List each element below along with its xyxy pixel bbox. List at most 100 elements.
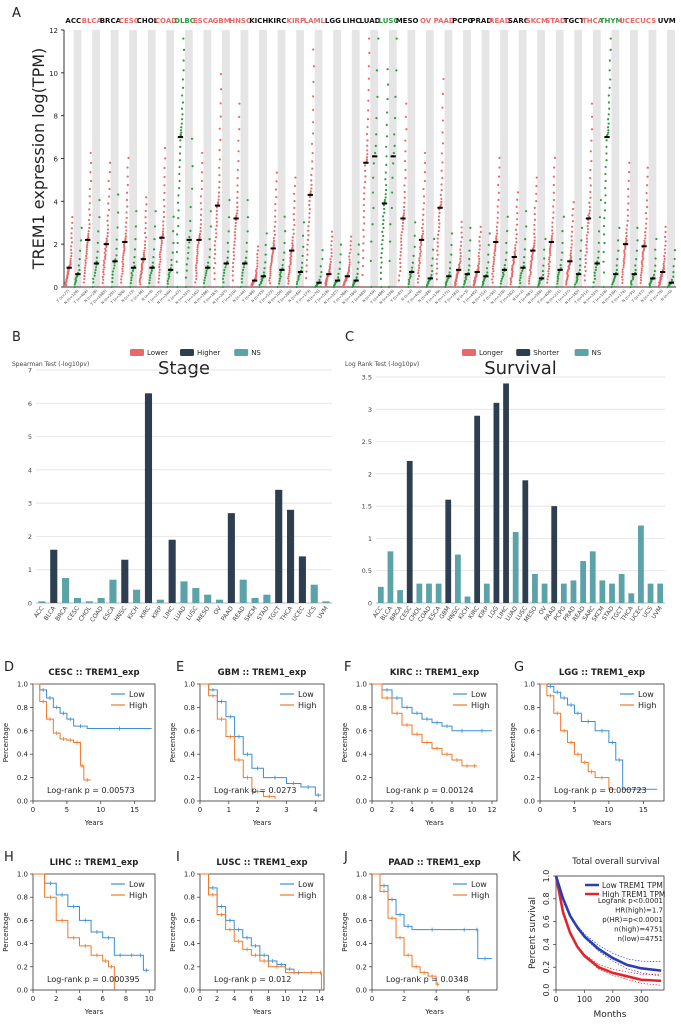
c-bar <box>638 525 644 603</box>
a-point <box>178 186 181 190</box>
a-point <box>604 201 607 204</box>
normal-band <box>426 30 434 287</box>
i-title: LUSC :: TREM1_exp <box>216 858 307 868</box>
a-point <box>107 208 111 211</box>
a-point <box>301 254 304 257</box>
a-cancer-label: LGG <box>325 17 341 25</box>
a-point <box>570 239 573 242</box>
a-point <box>440 169 443 172</box>
a-point <box>108 171 111 174</box>
a-point <box>133 248 137 251</box>
a-point <box>329 258 332 261</box>
c-y-tick-label: 0.5 <box>362 567 372 575</box>
a-point <box>148 282 151 285</box>
a-point <box>199 230 202 233</box>
a-point <box>172 215 175 218</box>
a-point <box>555 285 558 289</box>
b-y-tick-label: 0 <box>28 600 32 608</box>
a-point <box>603 241 606 245</box>
a-point <box>182 48 186 52</box>
a-point <box>362 203 365 207</box>
a-point <box>420 243 423 247</box>
a-point <box>149 274 152 277</box>
j-logrank: Log-rank p = 0.0348 <box>386 975 468 984</box>
b-legend-label: Higher <box>197 349 220 357</box>
a-point <box>348 263 351 266</box>
h-x-tick-label: 6 <box>100 995 105 1003</box>
f-low-line <box>372 683 492 732</box>
a-point <box>318 278 321 281</box>
a-point <box>525 225 528 228</box>
a-point <box>269 268 272 271</box>
a-point <box>232 265 235 268</box>
a-point <box>480 285 483 289</box>
a-point <box>305 285 308 289</box>
a-point <box>528 275 531 278</box>
a-point <box>82 281 85 284</box>
a-point <box>307 234 310 237</box>
a-point <box>548 265 551 268</box>
a-point <box>468 258 471 261</box>
a-point <box>125 191 129 194</box>
a-point <box>193 285 196 289</box>
j-high-line <box>372 873 440 985</box>
a-point <box>672 271 675 274</box>
a-point <box>233 234 237 237</box>
a-point <box>385 163 388 166</box>
a-point <box>640 271 643 274</box>
a-point <box>268 276 271 280</box>
a-point <box>106 214 109 217</box>
a-point <box>459 251 462 255</box>
a-point <box>222 281 225 284</box>
a-point <box>543 257 546 260</box>
a-cancer-label: UCS <box>640 17 656 25</box>
a-point <box>403 184 406 187</box>
a-point <box>627 179 630 182</box>
g-low-line <box>540 683 658 790</box>
g-title: LGG :: TREM1_exp <box>559 668 645 678</box>
a-point <box>565 281 568 284</box>
a-point <box>83 272 86 275</box>
a-point <box>392 151 395 155</box>
a-point <box>105 239 109 242</box>
a-point <box>163 184 166 187</box>
i-y-tick-label: 0.2 <box>184 963 195 971</box>
normal-band <box>574 30 583 287</box>
a-point <box>292 228 295 231</box>
a-point <box>400 244 403 247</box>
a-point <box>275 171 278 174</box>
h-x-tick-label: 10 <box>145 995 154 1003</box>
a-point <box>673 249 677 252</box>
g-y-tick-label: 0.2 <box>524 774 535 782</box>
a-point <box>177 209 180 212</box>
a-point <box>487 261 490 264</box>
a-point <box>548 249 552 253</box>
a-point <box>309 190 312 193</box>
a-point <box>412 254 415 257</box>
a-y-label: TREM1 expression log(TPM) <box>29 48 48 271</box>
a-point <box>71 215 74 219</box>
a-point <box>492 260 495 263</box>
a-point <box>419 250 423 253</box>
a-point <box>330 230 334 233</box>
a-point <box>84 261 87 265</box>
a-point <box>390 206 393 210</box>
a-point <box>641 253 645 256</box>
f-y-tick-label: 0.6 <box>356 727 368 735</box>
b-legend-label: NS <box>251 349 261 357</box>
a-point <box>87 230 90 233</box>
a-point <box>181 101 185 104</box>
a-point <box>607 129 610 132</box>
normal-band <box>667 30 675 287</box>
a-point <box>115 247 118 250</box>
a-point <box>579 249 582 252</box>
a-point <box>627 195 630 198</box>
normal-band <box>203 30 212 287</box>
a-point <box>594 268 597 272</box>
normal-band <box>277 30 286 287</box>
a-point <box>278 277 282 280</box>
a-point <box>289 261 292 265</box>
a-point <box>403 209 406 212</box>
e-y-tick-label: 0.2 <box>184 774 195 782</box>
a-point <box>302 221 306 224</box>
